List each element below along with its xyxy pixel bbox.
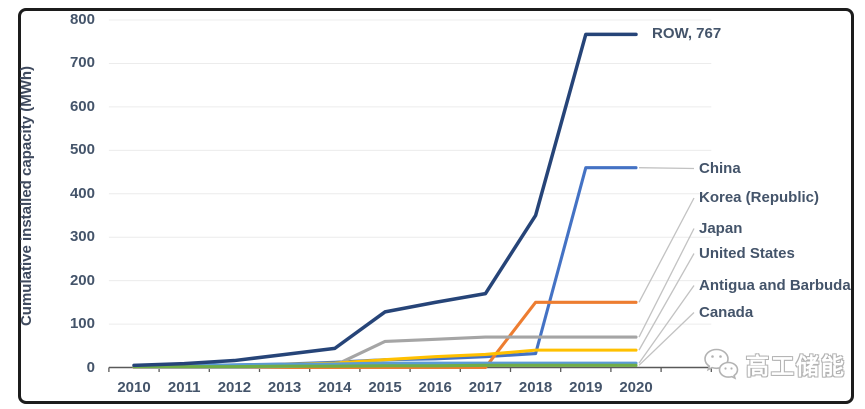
series-line-antigua-and-barbuda bbox=[132, 361, 638, 368]
watermark-text: 高工储能 bbox=[746, 353, 846, 379]
y-axis-title: Cumulative installed capacity (MWh) bbox=[18, 65, 35, 327]
x-tick-label: 2011 bbox=[167, 379, 201, 396]
series-label-canada: Canada bbox=[699, 303, 754, 321]
y-tick-label: 600 bbox=[69, 97, 95, 115]
x-tick-label: 2017 bbox=[468, 379, 503, 396]
x-tick-label: 2019 bbox=[569, 379, 603, 396]
y-tick-label: 300 bbox=[69, 228, 95, 246]
x-tick-label: 2018 bbox=[518, 379, 553, 396]
series-label-korea-republic-: Korea (Republic) bbox=[699, 189, 820, 206]
y-tick-label: 400 bbox=[69, 184, 95, 202]
wechat-icon bbox=[704, 348, 739, 380]
series-label-china: China bbox=[699, 159, 741, 177]
x-tick-label: 2010 bbox=[117, 379, 151, 396]
leader-line bbox=[638, 167, 695, 170]
y-tick-label: 100 bbox=[69, 315, 95, 333]
x-tick-label: 2012 bbox=[217, 379, 252, 396]
y-tick-label: 800 bbox=[69, 11, 95, 28]
leader-line bbox=[638, 228, 695, 338]
x-tick-label: 2013 bbox=[267, 379, 302, 396]
y-tick-label: 500 bbox=[69, 141, 95, 159]
series-line-row bbox=[132, 32, 638, 368]
leader-line bbox=[638, 312, 695, 366]
y-tick-label: 700 bbox=[69, 54, 95, 72]
x-tick-label: 2020 bbox=[619, 379, 653, 396]
series-line-canada bbox=[132, 363, 638, 369]
leader-line bbox=[638, 285, 695, 364]
x-tick-label: 2014 bbox=[318, 379, 352, 396]
leader-line bbox=[638, 253, 695, 351]
x-tick-label: 2016 bbox=[418, 379, 452, 396]
series-label-united-states: United States bbox=[699, 244, 795, 262]
series-label-antigua-and-barbuda: Antigua and Barbuda bbox=[699, 276, 851, 294]
series-label-japan: Japan bbox=[699, 219, 743, 237]
watermark: 高工储能 bbox=[700, 344, 846, 384]
y-tick-label: 200 bbox=[69, 271, 95, 289]
series-label-row: ROW, 767 bbox=[652, 25, 722, 43]
y-tick-label: 0 bbox=[86, 358, 95, 376]
leader-line bbox=[638, 197, 695, 303]
x-tick-label: 2015 bbox=[368, 379, 402, 396]
